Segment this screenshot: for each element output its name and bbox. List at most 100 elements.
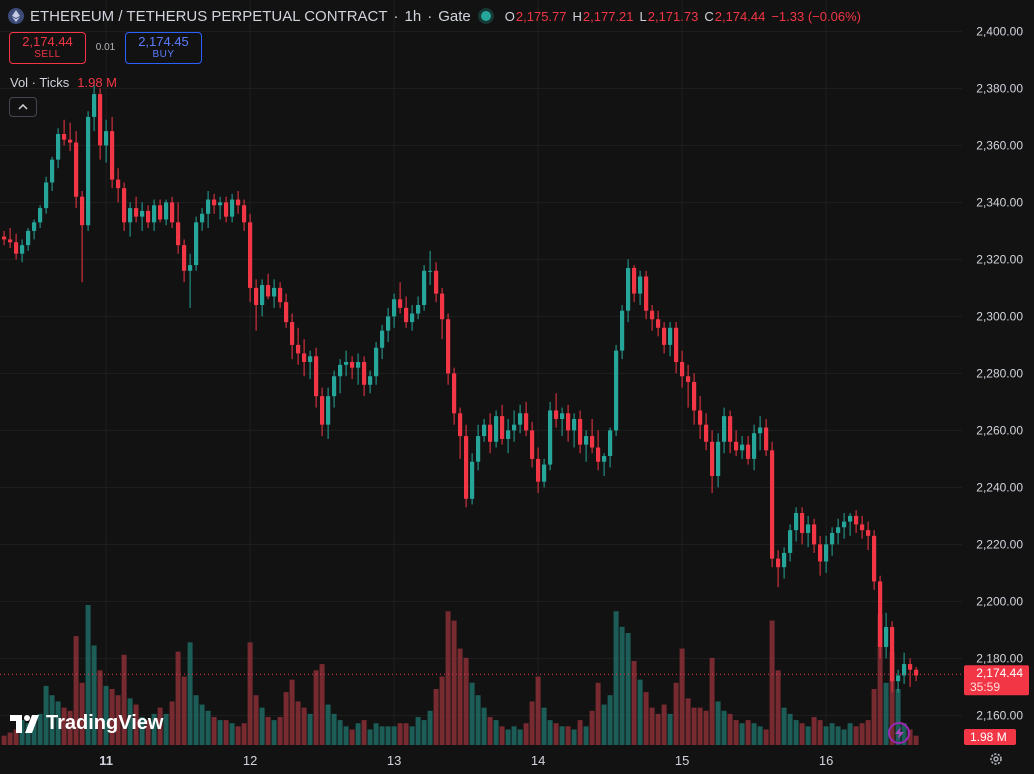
volume-bar [181,676,187,745]
volume-bar [37,713,43,745]
candle-body [44,182,49,209]
volume-bar [109,689,115,745]
candle-body [128,208,133,223]
candle-body [878,581,883,647]
candle-body [428,270,433,272]
candle-body [644,276,649,311]
volume-bar [205,710,211,745]
volume-bar [763,729,769,745]
x-tick-label: 14 [531,753,545,768]
candle-body [380,330,385,348]
volume-bar [667,713,673,745]
volume-bar [661,704,667,745]
y-tick-label: 2,300.00 [976,309,1023,323]
candle-body [350,361,355,368]
candle-body [482,424,487,437]
volume-bar [187,642,193,745]
candle-body [638,276,643,294]
volume-bar [907,729,913,745]
volume-bar [97,670,103,745]
candle-body [836,527,841,533]
candle-body [662,327,667,345]
buy-label: BUY [152,49,175,60]
x-tick-label: 15 [675,753,689,768]
candle-body [848,515,853,522]
sell-button[interactable]: 2,174.44 SELL [9,32,86,64]
symbol-name[interactable]: ETHEREUM / TETHERUS PERPETUAL CONTRACT [30,7,388,25]
lightning-icon[interactable] [888,722,910,744]
candle-body [212,199,217,206]
sell-label: SELL [34,49,61,60]
volume-bar [523,723,529,745]
volume-bar [379,726,385,745]
close-value: 2,174.44 [714,8,766,24]
candle-body [650,310,655,320]
volume-bar [745,720,751,745]
volume-legend[interactable]: Vol · Ticks 1.98 M [10,75,117,90]
last-price-tag [964,665,1029,696]
volume-bar [709,657,715,745]
volume-bar [139,717,145,745]
candle-body [788,530,793,553]
volume-bar [703,710,709,745]
volume-bar [391,726,397,745]
candle-body [794,513,799,531]
interval[interactable]: 1h [404,7,422,25]
candle-body [842,521,847,528]
volume-bar [481,707,487,745]
volume-bar [883,682,889,745]
volume-bar [637,679,643,745]
volume-bar [463,657,469,745]
buy-button[interactable]: 2,174.45 BUY [125,32,202,64]
volume-label: Vol · Ticks [10,75,70,90]
candle-body [296,344,301,354]
candle-body [776,558,781,568]
volume-bar [115,695,121,745]
volume-bar [325,704,331,745]
volume-bars [1,605,919,745]
y-tick-label: 2,340.00 [976,195,1023,209]
volume-bar [805,726,811,745]
volume-bar [43,685,49,745]
volume-bar [103,685,109,745]
open-label: O [504,8,515,24]
chevron-up-icon [18,104,28,110]
x-tick-label: 11 [99,753,113,768]
volume-bar [601,704,607,745]
candle-body [542,464,547,482]
candle-body [230,199,235,217]
volume-bar [487,717,493,745]
volume-bar [583,726,589,745]
volume-bar [847,723,853,745]
candle-body [140,210,145,217]
candle-body [680,361,685,377]
candle-body [404,307,409,323]
volume-bar [283,692,289,745]
candle-body [242,205,247,223]
volume-bar [385,726,391,745]
collapse-button[interactable] [9,97,37,117]
candle-body [164,202,169,220]
volume-bar [655,713,661,745]
candle-body [596,447,601,462]
gear-icon[interactable] [989,752,1003,769]
volume-bar [151,713,157,745]
volume-bar [475,695,481,745]
volume-bar [685,698,691,745]
candle-body [254,287,259,305]
candle-body [116,179,121,189]
candle-body [554,410,559,419]
candle-body [200,213,205,223]
tradingview-logo-icon [10,714,39,733]
candle-body [194,222,199,266]
time-axis[interactable]: 11 12 13 14 15 16 [99,753,833,768]
candle-body [566,413,571,431]
volume-bar [535,676,541,745]
volume-bar [625,633,631,745]
volume-bar [841,729,847,745]
market-status-icon[interactable] [480,11,491,21]
candle-body [812,524,817,545]
price-axis[interactable]: 2,400.00 2,380.00 2,360.00 2,340.00 2,320.00… [976,24,1023,722]
candle-body [902,664,907,676]
